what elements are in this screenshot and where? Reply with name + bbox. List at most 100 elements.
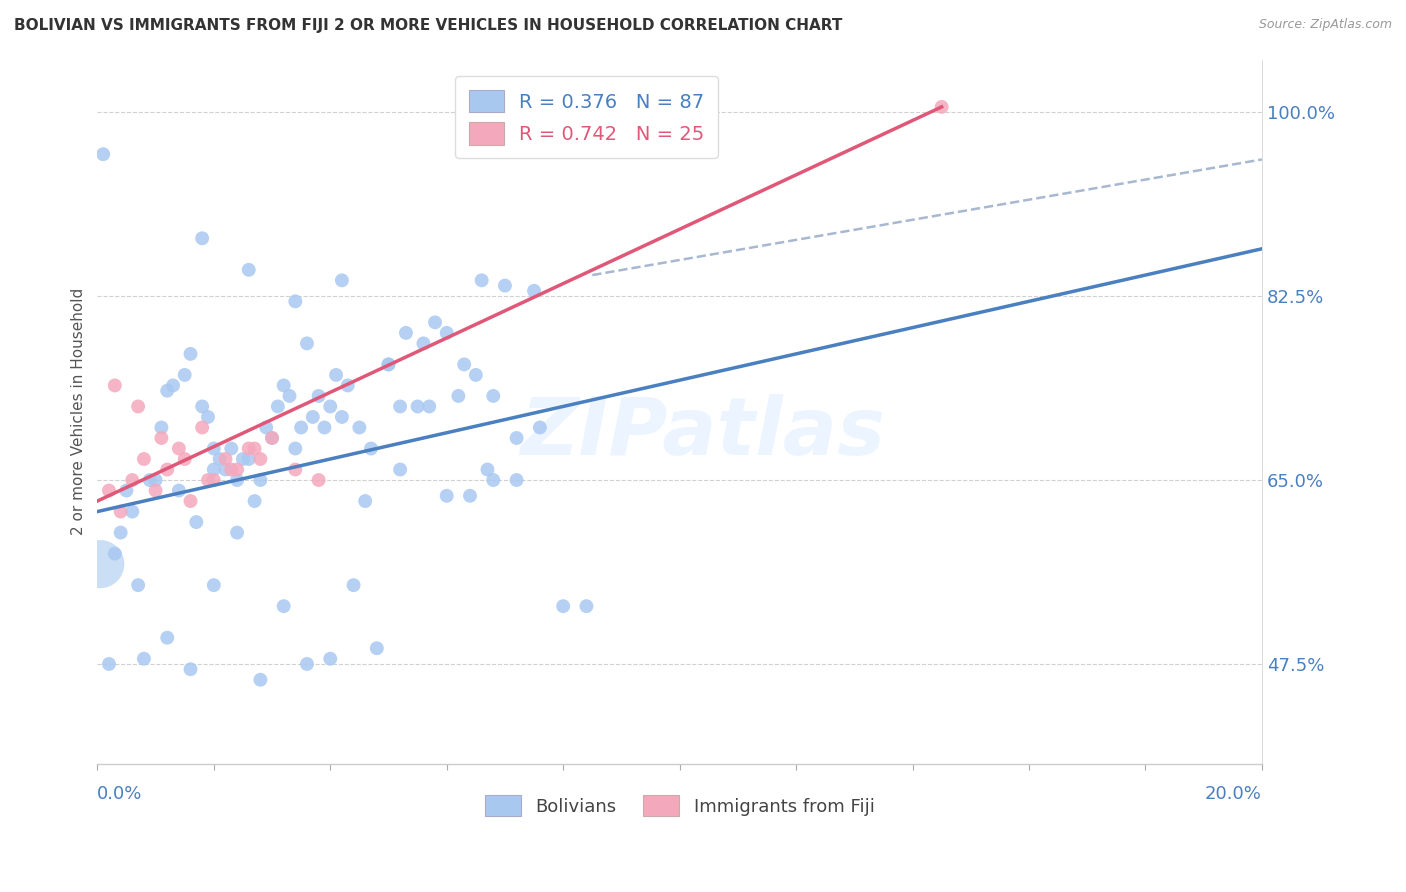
Point	[156, 631, 179, 645]
Point	[575, 599, 598, 614]
Point	[243, 494, 266, 508]
Point	[98, 483, 121, 498]
Point	[349, 420, 371, 434]
Text: 0.0%: 0.0%	[97, 785, 143, 803]
Point	[104, 547, 127, 561]
Point	[202, 462, 225, 476]
Point	[191, 400, 214, 414]
Point	[127, 578, 149, 592]
Point	[366, 641, 388, 656]
Point	[494, 278, 516, 293]
Point	[214, 462, 236, 476]
Point	[278, 389, 301, 403]
Point	[173, 368, 195, 382]
Point	[284, 442, 307, 456]
Point	[377, 358, 399, 372]
Point	[389, 462, 412, 476]
Point	[319, 651, 342, 665]
Point	[553, 599, 575, 614]
Point	[301, 409, 323, 424]
Point	[191, 231, 214, 245]
Point	[308, 473, 330, 487]
Point	[436, 489, 458, 503]
Point	[110, 505, 132, 519]
Point	[121, 505, 143, 519]
Point	[505, 431, 527, 445]
Point	[156, 462, 179, 476]
Point	[447, 389, 470, 403]
Point	[423, 315, 446, 329]
Point	[249, 473, 271, 487]
Point	[254, 420, 277, 434]
Point	[529, 420, 551, 434]
Point	[295, 657, 318, 671]
Point	[180, 662, 202, 676]
Point	[406, 400, 429, 414]
Point	[104, 378, 127, 392]
Point	[453, 358, 475, 372]
Point	[214, 452, 236, 467]
Point	[98, 657, 121, 671]
Point	[377, 358, 399, 372]
Point	[436, 326, 458, 340]
Point	[389, 400, 412, 414]
Point	[464, 368, 486, 382]
Point	[110, 525, 132, 540]
Point	[273, 378, 295, 392]
Point	[354, 494, 377, 508]
Point	[219, 442, 242, 456]
Point	[202, 442, 225, 456]
Point	[132, 452, 155, 467]
Point	[295, 336, 318, 351]
Point	[121, 473, 143, 487]
Point	[330, 409, 353, 424]
Point	[238, 442, 260, 456]
Point	[89, 557, 111, 571]
Point	[477, 462, 499, 476]
Point	[139, 473, 162, 487]
Point	[232, 452, 254, 467]
Point	[330, 273, 353, 287]
Point	[226, 525, 249, 540]
Point	[91, 147, 114, 161]
Point	[418, 400, 440, 414]
Point	[167, 483, 190, 498]
Point	[115, 483, 138, 498]
Point	[505, 473, 527, 487]
Point	[219, 462, 242, 476]
Text: BOLIVIAN VS IMMIGRANTS FROM FIJI 2 OR MORE VEHICLES IN HOUSEHOLD CORRELATION CHA: BOLIVIAN VS IMMIGRANTS FROM FIJI 2 OR MO…	[14, 18, 842, 33]
Point	[202, 473, 225, 487]
Point	[523, 284, 546, 298]
Legend: Bolivians, Immigrants from Fiji: Bolivians, Immigrants from Fiji	[475, 787, 884, 825]
Point	[191, 420, 214, 434]
Point	[308, 389, 330, 403]
Point	[342, 578, 364, 592]
Point	[458, 489, 481, 503]
Point	[336, 378, 359, 392]
Point	[226, 473, 249, 487]
Point	[197, 409, 219, 424]
Point	[156, 384, 179, 398]
Point	[360, 442, 382, 456]
Point	[482, 389, 505, 403]
Point	[226, 462, 249, 476]
Point	[243, 442, 266, 456]
Point	[238, 452, 260, 467]
Text: 20.0%: 20.0%	[1205, 785, 1263, 803]
Point	[284, 462, 307, 476]
Point	[162, 378, 184, 392]
Point	[395, 326, 418, 340]
Point	[150, 420, 173, 434]
Point	[482, 473, 505, 487]
Point	[267, 400, 290, 414]
Point	[314, 420, 336, 434]
Point	[197, 473, 219, 487]
Point	[202, 578, 225, 592]
Point	[290, 420, 312, 434]
Point	[186, 515, 208, 529]
Text: ZIPatlas: ZIPatlas	[520, 394, 886, 472]
Point	[150, 431, 173, 445]
Point	[180, 494, 202, 508]
Point	[127, 400, 149, 414]
Point	[325, 368, 347, 382]
